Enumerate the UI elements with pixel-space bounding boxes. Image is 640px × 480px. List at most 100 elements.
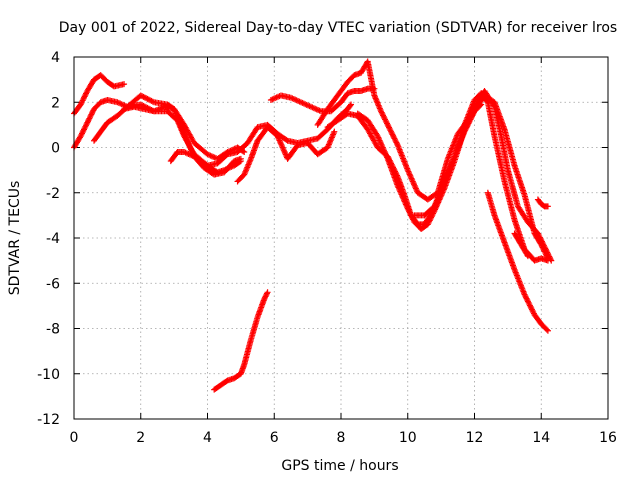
- data-point: [541, 244, 548, 251]
- data-point: [139, 93, 146, 100]
- data-point: [527, 303, 534, 310]
- data-point: [544, 250, 551, 257]
- data-point: [86, 115, 93, 122]
- data-point: [378, 109, 385, 116]
- data-point: [392, 136, 399, 143]
- data-point: [78, 131, 85, 138]
- data-point: [382, 117, 389, 124]
- data-point: [379, 111, 386, 118]
- data-point: [261, 294, 268, 301]
- data-point: [386, 124, 393, 131]
- data-point: [424, 221, 431, 228]
- x-axis-label: GPS time / hours: [281, 458, 398, 474]
- grid-lines: [74, 57, 608, 419]
- data-point: [529, 307, 536, 314]
- data-point: [544, 327, 551, 334]
- data-point: [543, 248, 550, 255]
- data-point: [83, 122, 90, 129]
- data-point: [410, 216, 417, 223]
- data-point: [388, 130, 395, 137]
- y-axis-label: SDTVAR / TECUs: [7, 181, 23, 296]
- data-point: [544, 249, 551, 256]
- data-point: [85, 118, 92, 125]
- data-point: [535, 231, 542, 238]
- data-point: [378, 108, 385, 115]
- chart-title: Day 001 of 2022, Sidereal Day-to-day VTE…: [59, 20, 617, 36]
- data-point: [524, 296, 531, 303]
- data-point: [524, 251, 531, 258]
- y-tick-label: -4: [46, 231, 60, 247]
- data-point: [79, 97, 86, 104]
- data-point: [84, 119, 91, 126]
- data-point: [547, 256, 554, 263]
- data-point: [542, 245, 549, 252]
- data-point: [382, 116, 389, 123]
- data-point: [381, 115, 388, 122]
- data-point: [241, 149, 248, 156]
- data-point: [388, 128, 395, 135]
- y-tick-label: 0: [51, 141, 60, 157]
- data-point: [537, 235, 544, 242]
- x-tick-label: 4: [203, 430, 212, 446]
- data-point: [263, 292, 270, 299]
- data-point: [538, 237, 545, 244]
- data-point: [263, 290, 270, 297]
- data-point: [426, 217, 433, 224]
- data-point: [406, 208, 413, 215]
- data-point: [137, 92, 144, 99]
- data-point: [262, 293, 269, 300]
- data-point: [83, 120, 90, 127]
- data-point: [523, 295, 530, 302]
- x-tick-label: 14: [532, 430, 550, 446]
- data-series: [71, 58, 555, 393]
- data-point: [79, 129, 86, 136]
- data-point: [389, 131, 396, 138]
- data-point: [78, 100, 85, 107]
- x-tick-label: 16: [599, 430, 617, 446]
- data-point: [141, 94, 148, 101]
- data-point: [394, 140, 401, 147]
- data-point: [145, 96, 152, 103]
- data-point: [546, 253, 553, 260]
- y-tick-label: -2: [46, 186, 60, 202]
- data-point: [81, 93, 88, 100]
- x-tick-label: 2: [136, 430, 145, 446]
- data-point: [526, 302, 533, 309]
- y-tick-label: -6: [46, 276, 60, 292]
- data-point: [87, 114, 94, 121]
- series-arc-15: [534, 196, 551, 210]
- data-point: [261, 296, 268, 303]
- data-point: [484, 98, 491, 105]
- data-point: [522, 292, 529, 299]
- data-point: [430, 210, 437, 217]
- data-point: [380, 112, 387, 119]
- data-point: [89, 108, 96, 115]
- data-point: [524, 253, 531, 260]
- data-point: [407, 211, 414, 218]
- data-point: [524, 298, 531, 305]
- data-point: [542, 246, 549, 253]
- data-point: [89, 110, 96, 117]
- data-point: [390, 132, 397, 139]
- data-point: [522, 294, 529, 301]
- series-arc-8: [267, 85, 378, 115]
- data-point: [539, 239, 546, 246]
- y-tick-label: -12: [37, 412, 60, 428]
- x-tick-label: 10: [399, 430, 417, 446]
- data-point: [425, 220, 432, 227]
- data-point: [405, 206, 412, 213]
- data-point: [428, 214, 435, 221]
- data-point: [82, 123, 89, 130]
- data-point: [79, 130, 86, 137]
- data-point: [348, 101, 355, 108]
- data-point: [406, 209, 413, 216]
- data-point: [85, 116, 92, 123]
- data-point: [545, 252, 552, 259]
- data-point: [88, 111, 95, 118]
- data-point: [528, 306, 535, 313]
- y-tick-label: -10: [37, 367, 60, 383]
- series-arc-1: [71, 72, 128, 117]
- series-arc-13: [484, 189, 551, 334]
- data-point: [144, 95, 151, 102]
- data-point: [384, 120, 391, 127]
